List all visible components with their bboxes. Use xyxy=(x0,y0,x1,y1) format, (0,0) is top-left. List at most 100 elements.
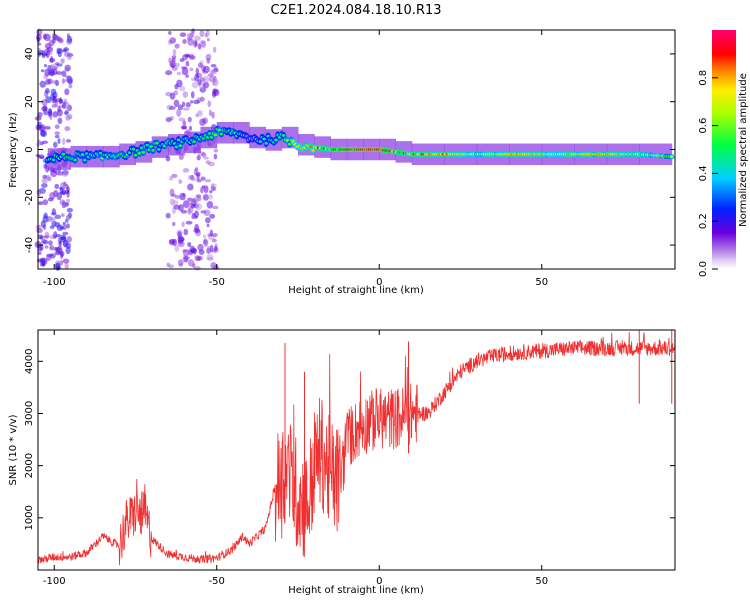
x-tick-label: -100 xyxy=(43,576,66,587)
scatter-blob xyxy=(40,69,45,73)
scatter-blob xyxy=(57,117,63,125)
scatter-blob xyxy=(205,160,211,165)
scatter-blob xyxy=(195,194,202,198)
ridge-point xyxy=(141,150,146,154)
scatter-blob xyxy=(66,235,72,243)
scatter-blob xyxy=(169,92,176,100)
ridge-point xyxy=(139,146,144,150)
scatter-blob xyxy=(183,228,189,236)
scatter-blob xyxy=(177,104,184,111)
scatter-blob xyxy=(185,220,193,225)
scatter-blob xyxy=(41,238,47,244)
scatter-blob xyxy=(179,32,187,37)
scatter-blob xyxy=(204,179,212,183)
scatter-blob xyxy=(52,95,57,103)
scatter-blob xyxy=(59,199,66,206)
scatter-blob xyxy=(39,141,44,146)
scatter-blob xyxy=(54,134,60,139)
scatter-blob xyxy=(61,103,66,109)
scatter-blob xyxy=(66,186,70,194)
scatter-blob xyxy=(65,77,72,83)
scatter-blob xyxy=(178,154,184,161)
ridge-point xyxy=(669,155,674,159)
scatter-blob xyxy=(203,185,209,194)
ridge-point xyxy=(274,138,278,142)
scatter-blob xyxy=(48,240,53,246)
scatter-blob xyxy=(62,137,66,146)
scatter-blob xyxy=(168,175,174,181)
scatter-blob xyxy=(202,234,207,239)
scatter-blob xyxy=(191,197,199,204)
scatter-blob xyxy=(182,249,190,257)
ridge-point xyxy=(81,153,85,157)
scatter-blob xyxy=(209,213,216,219)
scatter-blob xyxy=(44,245,49,249)
scatter-blob xyxy=(66,198,71,203)
scatter-blob xyxy=(202,238,208,245)
ridge-point xyxy=(131,147,136,151)
scatter-blob xyxy=(65,214,72,220)
scatter-blob xyxy=(165,212,171,219)
snr-x-ticks: -100 -50 0 50 xyxy=(43,330,548,587)
y-tick-label: 3000 xyxy=(24,401,35,426)
scatter-blob xyxy=(186,36,193,41)
ridge-point xyxy=(213,133,218,137)
scatter-blob xyxy=(197,43,202,50)
scatter-blob xyxy=(47,197,54,202)
scatter-blob xyxy=(48,39,55,47)
ridge-point xyxy=(83,158,87,162)
scatter-blob xyxy=(65,218,69,223)
scatter-blob xyxy=(63,47,70,52)
scatter-blob xyxy=(61,70,67,78)
scatter-blob xyxy=(66,202,70,206)
ridge-point xyxy=(174,145,179,149)
colorbar-tick-label: 0.2 xyxy=(698,213,709,229)
snr-x-axis-label: Height of straight line (km) xyxy=(288,585,424,596)
scatter-blob xyxy=(49,55,54,63)
scatter-blob xyxy=(35,33,42,41)
scatter-blob xyxy=(195,167,199,172)
scatter-blob xyxy=(201,152,207,158)
scatter-blob xyxy=(56,63,63,67)
scatter-blob xyxy=(45,88,50,94)
scatter-blob xyxy=(165,117,172,123)
ridge-point xyxy=(151,148,155,152)
snr-marks xyxy=(37,330,676,566)
spectrogram-marks xyxy=(34,28,675,271)
scatter-blob xyxy=(178,179,183,184)
scatter-blob xyxy=(37,200,45,205)
scatter-blob xyxy=(199,118,206,126)
scatter-blob xyxy=(208,109,213,117)
scatter-blob xyxy=(59,226,65,230)
scatter-blob xyxy=(62,221,66,226)
scatter-blob xyxy=(202,156,209,160)
scatter-blob xyxy=(46,253,53,257)
ridge-point xyxy=(137,151,142,155)
scatter-blob xyxy=(182,200,190,209)
x-tick-label: 50 xyxy=(535,576,548,587)
colorbar-label: Normalized spectral amplitude xyxy=(738,73,749,227)
colorbar-tick-label: 0.4 xyxy=(698,165,709,181)
scatter-blob xyxy=(194,40,198,47)
scatter-blob xyxy=(182,39,187,44)
colorbar-tick-label: 0.6 xyxy=(698,118,709,134)
chart-title: C2E1.2024.084.18.10.R13 xyxy=(270,3,441,18)
scatter-blob xyxy=(38,251,42,256)
scatter-blob xyxy=(63,101,70,110)
scatter-blob xyxy=(60,236,66,241)
x-tick-label: -50 xyxy=(209,277,225,288)
scatter-blob xyxy=(195,113,199,118)
ridge-point xyxy=(155,141,159,145)
scatter-blob xyxy=(194,35,201,41)
scatter-blob xyxy=(45,216,53,222)
scatter-blob xyxy=(194,73,200,82)
spectrogram-y-ticks: -40 -20 0 20 40 xyxy=(24,48,675,253)
scatter-blob xyxy=(56,49,64,54)
scatter-blob xyxy=(52,80,57,84)
scatter-blob xyxy=(68,84,73,89)
scatter-blob xyxy=(37,234,44,239)
scatter-blob xyxy=(174,194,181,199)
scatter-blob xyxy=(191,215,198,219)
scatter-blob xyxy=(41,99,48,106)
